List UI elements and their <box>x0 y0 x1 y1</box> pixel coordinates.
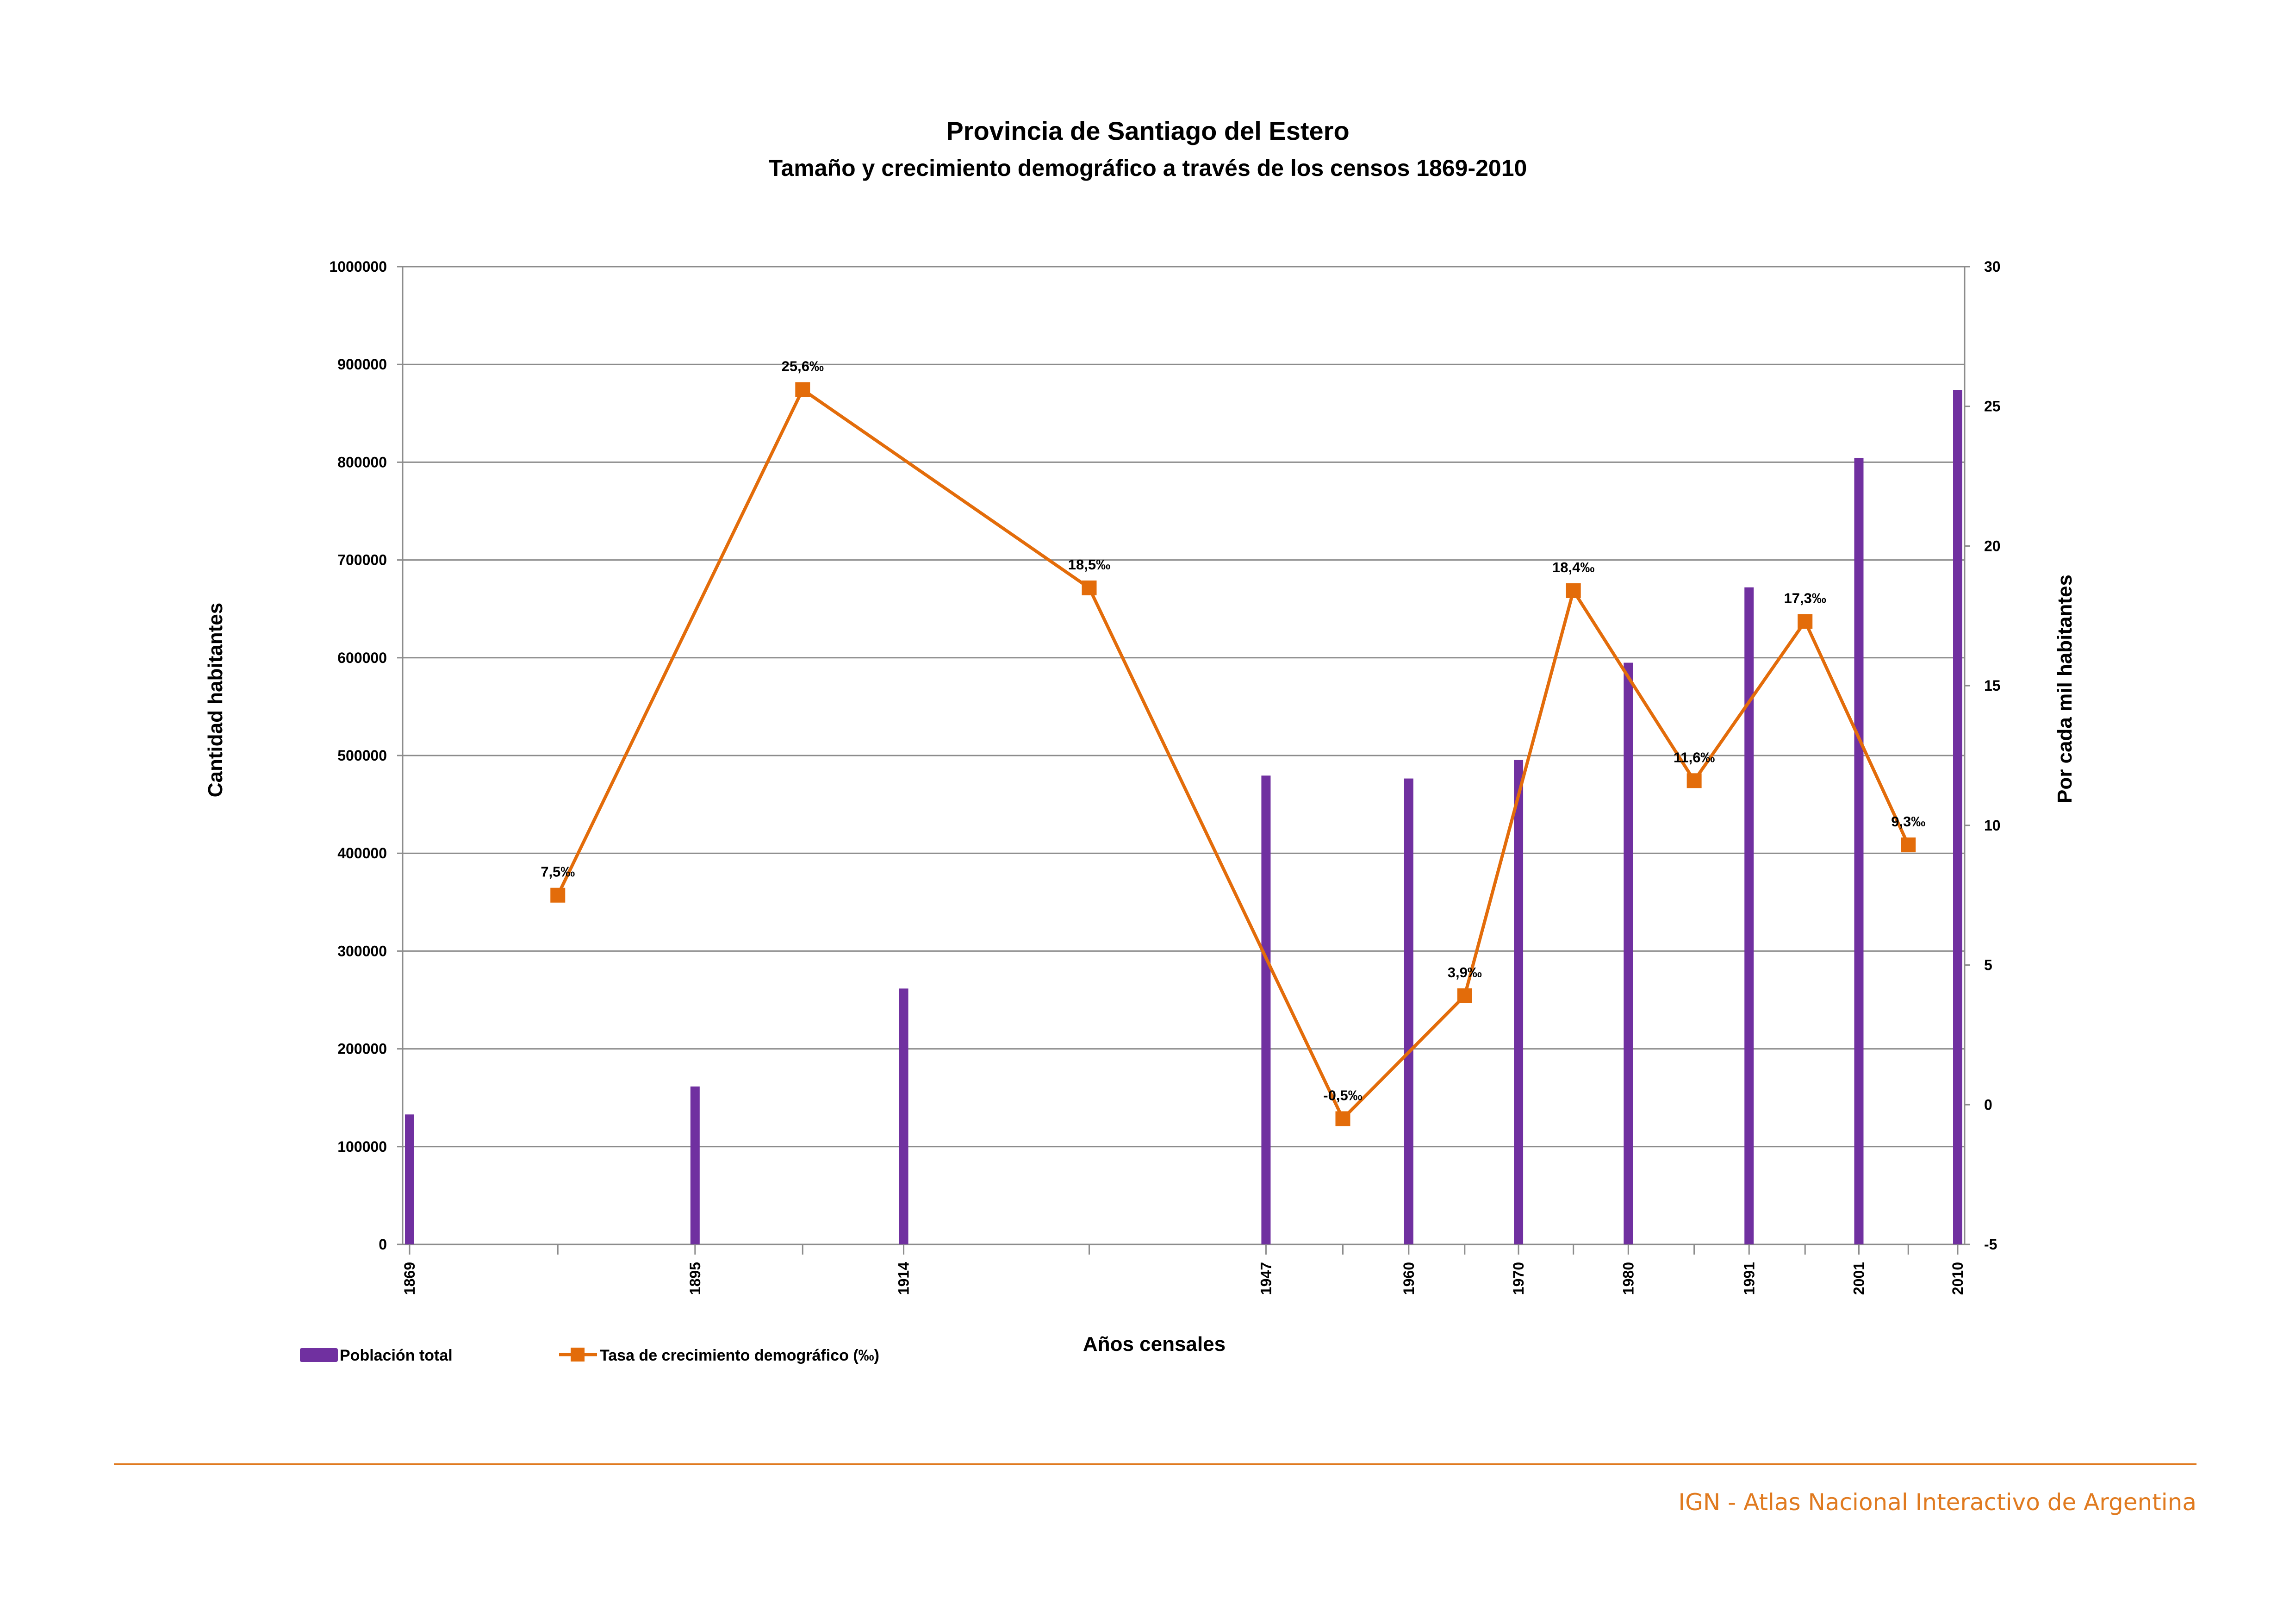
y2-tick-label: 5 <box>1984 957 1992 974</box>
x-tick-label: 1960 <box>1400 1262 1417 1295</box>
y-tick-label: 200000 <box>337 1041 387 1057</box>
population-bar <box>1261 775 1271 1244</box>
y-tick-label: 900000 <box>337 356 387 373</box>
chart-subtitle: Tamaño y crecimiento demográfico a travé… <box>769 155 1527 181</box>
population-bars <box>405 390 1962 1244</box>
y-axis-title-left: Cantidad habitantes <box>204 603 227 798</box>
y-tick-label: 600000 <box>337 650 387 666</box>
y2-tick-label: -5 <box>1984 1236 1997 1253</box>
legend-label-growth: Tasa de crecimiento demográfico (‰) <box>600 1347 879 1364</box>
y2-tick-label: 20 <box>1984 537 2001 554</box>
x-tick-label: 1914 <box>896 1262 912 1295</box>
population-bar <box>1404 778 1413 1244</box>
y-axis-right: -5 0 5 10 15 20 25 30 <box>1964 258 2001 1253</box>
growth-rate-marker <box>1901 837 1916 853</box>
population-bar <box>405 1114 414 1244</box>
growth-rate-label: 3,9‰ <box>1448 964 1482 981</box>
growth-rate-label: 18,4‰ <box>1552 559 1594 575</box>
y-tick-label: 800000 <box>337 454 387 470</box>
legend: Población total Tasa de crecimiento demo… <box>300 1347 879 1364</box>
x-tick-label: 2010 <box>1949 1262 1966 1295</box>
population-bar <box>1953 390 1962 1244</box>
growth-rate-marker <box>1798 614 1813 629</box>
growth-rate-marker <box>550 887 566 903</box>
population-bar <box>1744 587 1754 1244</box>
x-axis: 1869 1895 1914 1947 1960 1970 1980 1991 2001 2010 <box>401 1244 1966 1295</box>
growth-rate-label: 17,3‰ <box>1784 590 1826 606</box>
y-tick-label: 300000 <box>337 943 387 959</box>
growth-rate-line <box>550 382 1916 1126</box>
growth-rate-label: 25,6‰ <box>782 358 824 375</box>
population-bar <box>1624 662 1633 1244</box>
x-tick-label: 1895 <box>687 1262 703 1295</box>
growth-rate-marker <box>1457 988 1472 1003</box>
growth-rate-marker <box>1686 773 1702 788</box>
y2-tick-label: 15 <box>1984 677 2001 694</box>
y2-tick-label: 0 <box>1984 1096 1992 1113</box>
legend-swatch-growth-marker <box>571 1348 585 1362</box>
y-tick-label: 0 <box>379 1236 387 1253</box>
y-tick-label: 1000000 <box>329 258 387 275</box>
y-tick-label: 100000 <box>337 1138 387 1155</box>
y2-tick-label: 25 <box>1984 398 2001 415</box>
x-tick-label: 2001 <box>1850 1262 1867 1295</box>
footer-credit: IGN - Atlas Nacional Interactivo de Arge… <box>1678 1489 2196 1516</box>
x-tick-label: 1869 <box>401 1262 418 1295</box>
legend-label-population: Población total <box>340 1347 453 1364</box>
x-tick-label: 1947 <box>1257 1262 1274 1295</box>
growth-rate-label: 18,5‰ <box>1068 556 1110 573</box>
x-tick-label: 1970 <box>1510 1262 1527 1295</box>
growth-rate-marker <box>795 382 810 397</box>
y2-tick-label: 30 <box>1984 258 2001 275</box>
growth-rate-label: 11,6‰ <box>1674 749 1715 765</box>
y-tick-label: 700000 <box>337 552 387 568</box>
x-axis-title: Años censales <box>1083 1333 1226 1355</box>
y-tick-label: 500000 <box>337 747 387 764</box>
y2-tick-label: 10 <box>1984 817 2001 834</box>
growth-rate-label: 7,5‰ <box>541 864 575 880</box>
gridlines <box>403 266 1965 1245</box>
population-bar <box>1854 457 1864 1244</box>
growth-rate-marker <box>1566 583 1581 598</box>
population-bar <box>899 988 908 1244</box>
growth-rate-marker <box>1335 1111 1350 1126</box>
x-tick-label: 1991 <box>1741 1262 1757 1295</box>
x-tick-label: 1980 <box>1620 1262 1636 1295</box>
chart-title: Provincia de Santiago del Estero <box>946 116 1349 145</box>
growth-rate-labels: 7,5‰ 25,6‰ 18,5‰ -0,5‰ 3,9‰ 18,4‰ 11,6‰ 17,3‰ 9,… <box>541 358 1925 1104</box>
population-bar <box>1514 760 1524 1244</box>
growth-rate-label: 9,3‰ <box>1891 813 1925 830</box>
y-axis-left: 0 100000 200000 300000 400000 500000 600000 700… <box>329 258 404 1253</box>
y-axis-title-right: Por cada mil habitantes <box>2053 575 2076 803</box>
y-tick-label: 400000 <box>337 845 387 862</box>
growth-rate-label: -0,5‰ <box>1323 1087 1362 1103</box>
population-bar <box>690 1086 700 1244</box>
legend-swatch-population <box>300 1348 338 1362</box>
growth-rate-marker <box>1082 580 1097 595</box>
